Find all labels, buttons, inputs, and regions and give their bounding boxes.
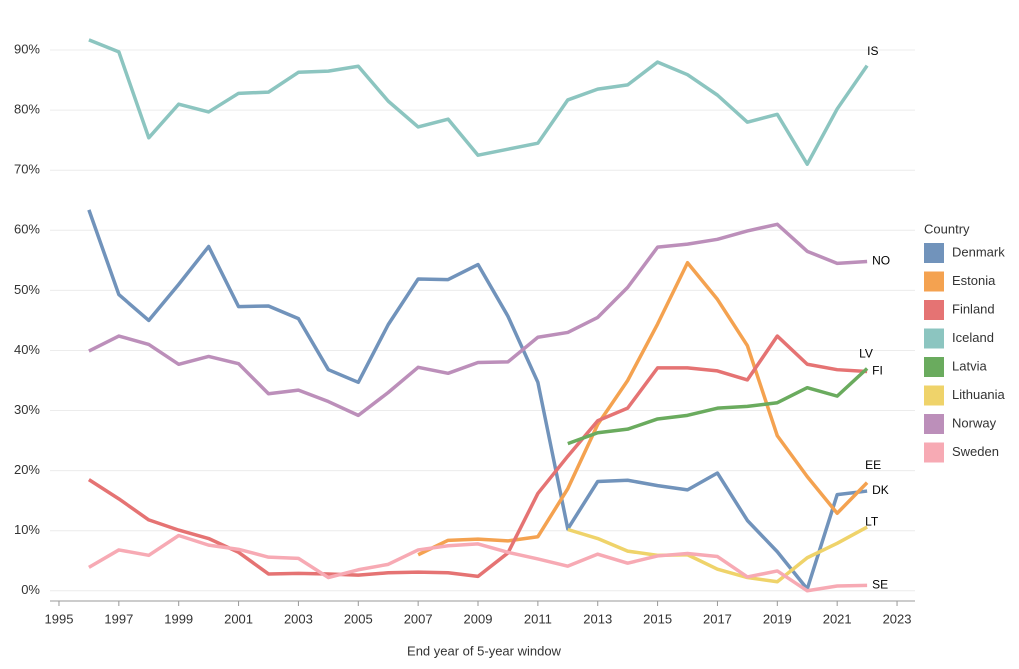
- legend-title: Country: [924, 221, 970, 236]
- x-tick-label: 2009: [464, 611, 493, 626]
- legend-swatch: [924, 271, 944, 292]
- x-tick-label: 2017: [703, 611, 732, 626]
- end-label: IS: [867, 44, 878, 58]
- x-tick-label: 2021: [823, 611, 852, 626]
- y-tick-label: 0%: [21, 582, 40, 597]
- end-label: FI: [872, 364, 883, 378]
- legend-swatch: [924, 357, 944, 377]
- legend-swatch: [924, 328, 944, 349]
- x-tick-label: 2001: [224, 611, 253, 626]
- legend-label: Latvia: [952, 358, 987, 373]
- series-line: [88, 533, 868, 593]
- series-line: [567, 367, 869, 446]
- legend-label: Sweden: [952, 444, 999, 459]
- y-tick-label: 70%: [14, 162, 40, 177]
- series-line: [87, 334, 868, 579]
- end-label: EE: [865, 458, 881, 472]
- series-line: [88, 222, 868, 418]
- legend-label: Norway: [952, 415, 997, 430]
- x-tick-label: 2005: [344, 611, 373, 626]
- end-label: SE: [872, 578, 888, 592]
- legend-label: Estonia: [952, 273, 996, 288]
- series-line: [567, 525, 868, 584]
- x-tick-label: 2015: [643, 611, 672, 626]
- x-tick-label: 2003: [284, 611, 313, 626]
- legend-label: Iceland: [952, 330, 994, 345]
- x-axis-title: End year of 5-year window: [407, 643, 562, 658]
- legend-swatch: [924, 243, 944, 263]
- series-line: [417, 260, 869, 557]
- y-tick-label: 80%: [14, 102, 40, 117]
- y-tick-label: 60%: [14, 222, 40, 237]
- x-tick-label: 1997: [104, 611, 133, 626]
- end-label: NO: [872, 254, 890, 268]
- series-line: [88, 38, 869, 166]
- end-label: LT: [865, 514, 879, 528]
- x-tick-label: 1999: [164, 611, 193, 626]
- legend-swatch: [924, 442, 944, 463]
- y-tick-label: 50%: [14, 282, 40, 297]
- series-line: [87, 209, 868, 591]
- y-tick-label: 30%: [14, 402, 40, 417]
- legend-label: Lithuania: [952, 387, 1006, 402]
- end-label: LV: [859, 347, 873, 361]
- x-tick-label: 2011: [524, 611, 552, 626]
- y-tick-label: 90%: [14, 41, 40, 56]
- x-tick-label: 2013: [583, 611, 612, 626]
- y-tick-label: 10%: [14, 522, 40, 537]
- x-tick-label: 1995: [45, 611, 74, 626]
- end-label: DK: [872, 483, 889, 497]
- x-tick-label: 2007: [404, 611, 433, 626]
- y-tick-label: 20%: [14, 462, 40, 477]
- legend-swatch: [924, 300, 944, 320]
- x-tick-label: 2019: [763, 611, 792, 626]
- x-tick-label: 2023: [883, 611, 912, 626]
- legend-swatch: [924, 414, 944, 434]
- legend-swatch: [924, 385, 944, 406]
- y-tick-label: 40%: [14, 342, 40, 357]
- legend-label: Finland: [952, 301, 995, 316]
- legend-label: Denmark: [952, 244, 1005, 259]
